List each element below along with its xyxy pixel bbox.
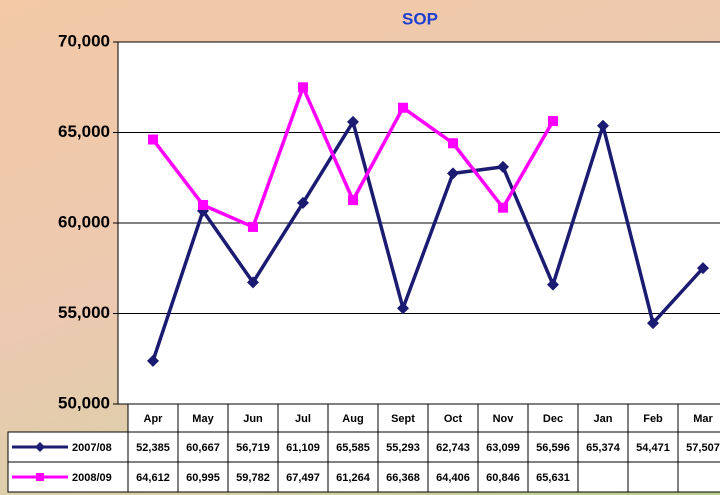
data-point (647, 317, 659, 330)
table-value: 55,293 (386, 442, 420, 454)
table-value: 60,846 (486, 472, 520, 484)
data-point (448, 138, 458, 149)
table-value: 65,585 (336, 442, 370, 454)
data-point (497, 160, 509, 173)
x-tick-label: Dec (543, 413, 563, 425)
data-point (597, 119, 609, 132)
data-point (498, 202, 508, 213)
data-point (697, 262, 709, 275)
data-point (447, 167, 459, 180)
data-point (398, 102, 408, 113)
data-point (248, 221, 258, 232)
legend-marker (35, 442, 45, 452)
data-point (147, 354, 159, 367)
data-point (348, 195, 358, 206)
table-value: 64,406 (436, 472, 470, 484)
table-value: 57,507 (686, 442, 720, 454)
y-tick-label: 50,000 (58, 393, 110, 412)
series-line (151, 120, 705, 362)
y-tick-label: 70,000 (58, 31, 110, 50)
data-point (198, 199, 208, 210)
table-value: 59,782 (236, 472, 270, 484)
table-value: 66,368 (386, 472, 420, 484)
table-value: 62,743 (436, 442, 470, 454)
x-tick-label: Oct (444, 413, 463, 425)
y-tick-label: 55,000 (58, 303, 110, 322)
table-value: 54,471 (636, 442, 670, 454)
x-tick-label: Jul (295, 413, 311, 425)
table-value: 60,995 (186, 472, 220, 484)
data-point (247, 276, 259, 289)
table-value: 61,109 (286, 442, 320, 454)
x-tick-label: Nov (493, 413, 515, 425)
table-value: 65,631 (536, 472, 570, 484)
category-row (127, 403, 720, 433)
data-point (148, 134, 158, 145)
x-tick-label: Jan (594, 413, 613, 425)
x-tick-label: Mar (693, 413, 713, 425)
table-value: 65,374 (586, 442, 621, 454)
table-value: 52,385 (136, 442, 170, 454)
x-tick-label: Apr (144, 413, 164, 425)
data-point (298, 82, 308, 93)
x-tick-label: May (192, 413, 214, 425)
y-tick-label: 60,000 (58, 212, 110, 231)
x-tick-label: Feb (643, 413, 663, 425)
data-point (547, 278, 559, 291)
table-value: 64,612 (136, 472, 170, 484)
legend-label: 2007/08 (72, 442, 112, 454)
table-value: 56,596 (536, 442, 570, 454)
table-value: 67,497 (286, 472, 320, 484)
table-value: 61,264 (336, 472, 371, 484)
data-point (397, 302, 409, 315)
data-point (548, 116, 558, 127)
table-value: 60,667 (186, 442, 220, 454)
legend-marker (36, 473, 44, 481)
data-point (297, 196, 309, 209)
data-point (347, 115, 359, 128)
table-value: 56,719 (236, 442, 270, 454)
table-value: 63,099 (486, 442, 520, 454)
y-tick-label: 65,000 (58, 122, 110, 141)
legend-label: 2008/09 (72, 472, 112, 484)
x-tick-label: Sept (391, 413, 415, 425)
chart-title: SOP (402, 9, 438, 28)
x-tick-label: Jun (243, 413, 263, 425)
x-tick-label: Aug (342, 413, 363, 425)
